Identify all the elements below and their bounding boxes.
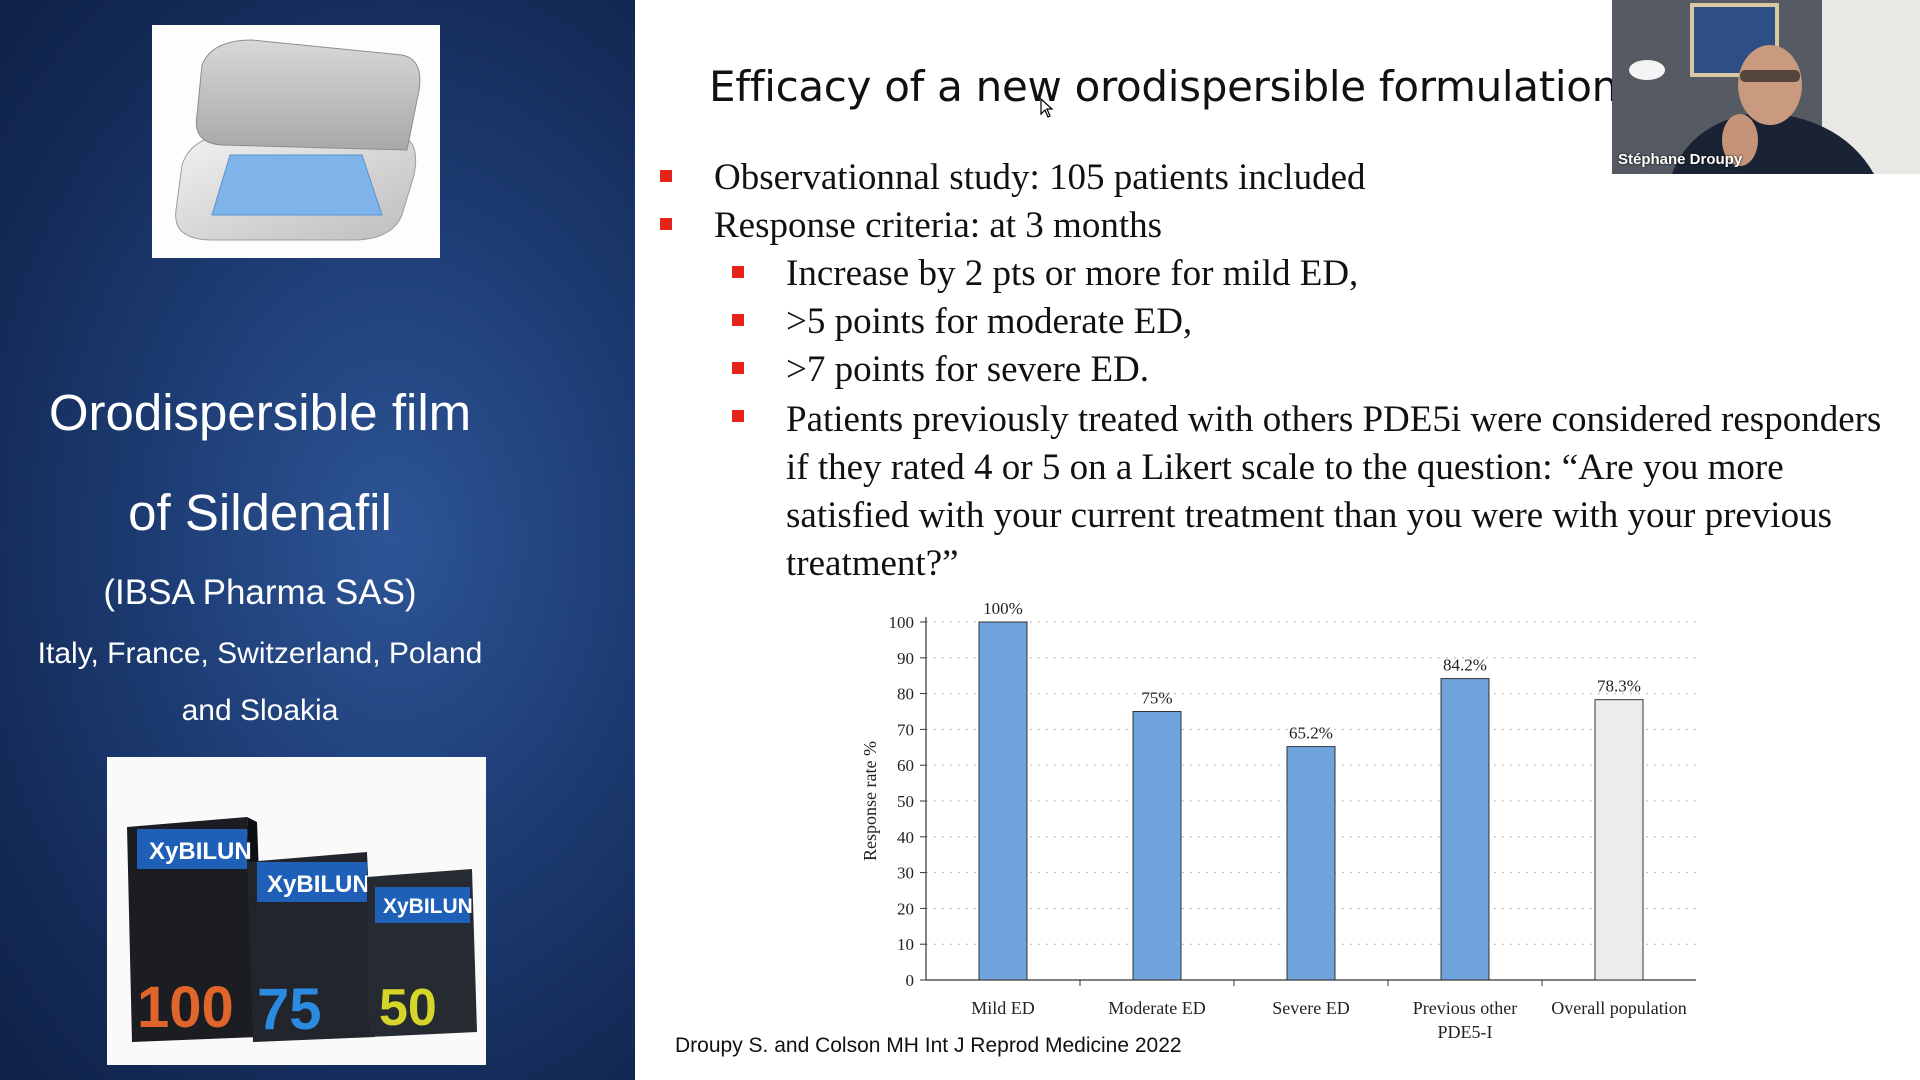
data-label: 84.2%: [1443, 656, 1487, 675]
sub-bullet-item: Increase by 2 pts or more for mild ED,: [732, 252, 1359, 295]
chart-svg: 0 10 20 30 40 50 60 70 80 90 100 Response rate % 100…: [860, 599, 1696, 1042]
sub-bullet-text: >7 points for severe ED.: [786, 349, 1150, 390]
data-label: 78.3%: [1597, 677, 1641, 696]
countries-line2: and Sloakia: [181, 694, 339, 727]
company-name: (IBSA Pharma SAS): [103, 573, 417, 612]
bullet-square-icon: [732, 410, 744, 422]
y-tick-label: 60: [897, 756, 914, 775]
box-50-dose: 50: [379, 979, 437, 1037]
bullet-square-icon: [660, 218, 672, 230]
y-tick-label: 20: [897, 899, 914, 918]
sub-bullet-text: Patients previously treated with others …: [786, 399, 1882, 584]
sub-bullet-item: >7 points for severe ED.: [732, 348, 1150, 391]
citation: Droupy S. and Colson MH Int J Reprod Med…: [675, 1034, 1182, 1057]
sub-bullet-text: Increase by 2 pts or more for mild ED,: [786, 253, 1359, 294]
bar: [978, 621, 1028, 981]
box-100-brand: XyBILUN: [149, 838, 252, 865]
product-boxes-image: XyBILUN 100 XyBILUN 75 XyBILUN 50: [107, 757, 486, 1065]
data-label: 75%: [1141, 689, 1172, 708]
bar: [1286, 746, 1336, 981]
y-tick-label: 80: [897, 685, 914, 704]
bar: [1132, 711, 1182, 981]
response-rate-chart: 0 10 20 30 40 50 60 70 80 90 100 Response rate % 100…: [840, 590, 1720, 1055]
countries-line1: Italy, France, Switzerland, Poland: [37, 637, 483, 670]
bullet-square-icon: [732, 266, 744, 278]
y-tick-label: 100: [889, 613, 915, 632]
bullet-text: Observationnal study: 105 patients inclu…: [714, 157, 1366, 198]
bullet-square-icon: [660, 170, 672, 182]
y-tick-label: 10: [897, 935, 914, 954]
bullet-square-icon: [732, 362, 744, 374]
bar: [1440, 678, 1490, 981]
webcam-feed: [1612, 0, 1920, 174]
box-75-brand: XyBILUN: [267, 871, 370, 898]
webcam-video[interactable]: Stéphane Droupy: [1612, 0, 1920, 174]
bullet-square-icon: [732, 314, 744, 326]
y-tick-label: 0: [906, 971, 915, 990]
left-panel: Orodispersible film of Sildenafil (IBSA …: [0, 0, 635, 1080]
sub-bullet-item: Patients previously treated with others …: [732, 396, 1896, 588]
box-50-brand: XyBILUN: [383, 895, 473, 918]
orodispersible-film-image: [152, 25, 440, 258]
mouse-cursor-icon: [1040, 97, 1054, 118]
y-tick-label: 40: [897, 828, 914, 847]
bullet-item: Observationnal study: 105 patients inclu…: [660, 156, 1366, 199]
slide-title: Efficacy of a new orodispersible formula…: [709, 62, 1671, 111]
left-title-line1: Orodispersible film: [48, 384, 472, 441]
x-tick-label: Previous other PDE5-I: [1413, 998, 1517, 1042]
sub-bullet-item: >5 points for moderate ED,: [732, 300, 1193, 343]
y-axis-label: Response rate %: [860, 741, 880, 861]
x-tick-label: Moderate ED: [1108, 998, 1205, 1018]
bullet-item: Response criteria: at 3 months: [660, 204, 1163, 247]
x-tick-label: Severe ED: [1272, 998, 1349, 1018]
participant-name: Stéphane Droupy: [1618, 151, 1743, 168]
left-title-line2: of Sildenafil: [128, 484, 392, 541]
y-tick-label: 90: [897, 649, 914, 668]
y-tick-label: 30: [897, 864, 914, 883]
y-tick-label: 50: [897, 792, 914, 811]
box-100-dose: 100: [137, 975, 234, 1040]
bar: [1594, 699, 1644, 981]
sub-bullet-text: >5 points for moderate ED,: [786, 301, 1193, 342]
x-tick-label: Mild ED: [971, 998, 1035, 1018]
x-tick-label: Overall population: [1551, 998, 1686, 1018]
y-tick-label: 70: [897, 720, 914, 739]
data-label: 100%: [983, 599, 1023, 618]
box-75-dose: 75: [257, 977, 322, 1042]
bullet-text: Response criteria: at 3 months: [714, 205, 1163, 246]
data-label: 65.2%: [1289, 724, 1333, 743]
